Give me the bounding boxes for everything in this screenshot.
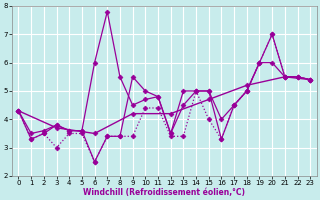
X-axis label: Windchill (Refroidissement éolien,°C): Windchill (Refroidissement éolien,°C) — [83, 188, 245, 197]
